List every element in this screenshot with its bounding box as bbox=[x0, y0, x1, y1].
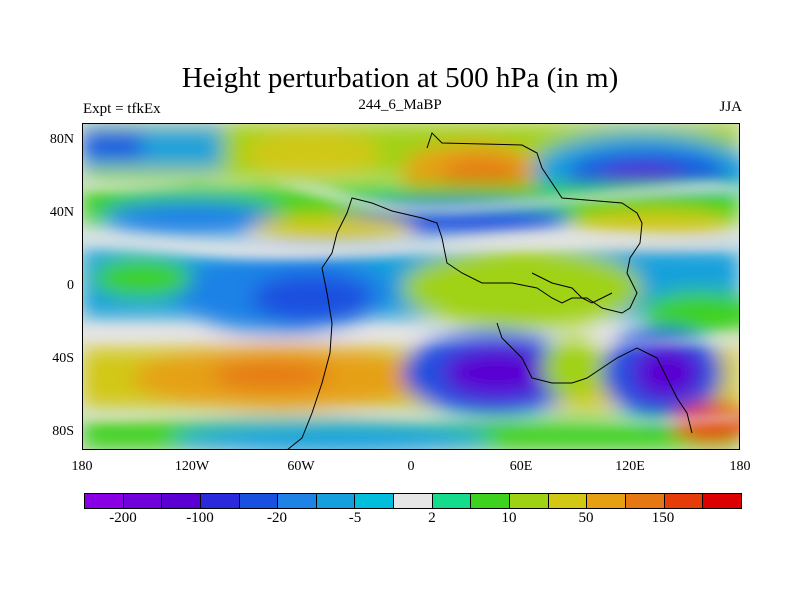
colorbar-swatch bbox=[432, 494, 472, 508]
x-tick-0: 0 bbox=[407, 459, 415, 474]
y-tick-80s: 80S bbox=[52, 424, 74, 439]
colorbar-label: -200 bbox=[109, 510, 137, 526]
y-tick-80n: 80N bbox=[49, 132, 74, 147]
colorbar-swatch bbox=[123, 494, 163, 508]
chart-title: Height perturbation at 500 hPa (in m) bbox=[181, 62, 619, 94]
x-tick-180-west: 180 bbox=[71, 459, 93, 474]
season-label: JJA bbox=[719, 99, 742, 115]
colorbar-swatch bbox=[316, 494, 356, 508]
colorbar-label: 150 bbox=[651, 510, 675, 526]
colorbar-label: 50 bbox=[578, 510, 594, 526]
y-tick-40s: 40S bbox=[52, 351, 74, 366]
case-label: 244_6_MaBP bbox=[358, 97, 442, 113]
topography-outline bbox=[286, 132, 693, 450]
colorbar-swatch bbox=[239, 494, 279, 508]
x-tick-60e: 60E bbox=[509, 459, 533, 474]
x-tick-60w: 60W bbox=[287, 459, 315, 474]
colorbar-label: 10 bbox=[501, 510, 517, 526]
colorbar-swatch bbox=[278, 494, 317, 508]
colorbar-swatch bbox=[664, 494, 704, 508]
colorbar-swatch bbox=[471, 494, 511, 508]
x-tick-180-east: 180 bbox=[729, 459, 751, 474]
colorbar-swatch bbox=[703, 494, 741, 508]
colorbar-label: -20 bbox=[267, 510, 287, 526]
colorbar-swatch bbox=[548, 494, 588, 508]
y-tick-equator: 0 bbox=[67, 278, 74, 293]
colorbar-swatch bbox=[587, 494, 626, 508]
colorbar bbox=[84, 493, 742, 509]
colorbar-swatch bbox=[162, 494, 201, 508]
colorbar-swatch bbox=[85, 494, 124, 508]
map-plot bbox=[82, 123, 740, 450]
colorbar-label: -5 bbox=[348, 510, 362, 526]
colorbar-swatch bbox=[394, 494, 433, 508]
colorbar-swatch bbox=[510, 494, 549, 508]
y-tick-40n: 40N bbox=[49, 205, 74, 220]
experiment-label: Expt = tfkEx bbox=[83, 101, 161, 117]
x-tick-120e: 120E bbox=[615, 459, 645, 474]
contour-field bbox=[82, 123, 740, 450]
colorbar-swatch bbox=[625, 494, 665, 508]
colorbar-swatch bbox=[200, 494, 240, 508]
colorbar-swatch bbox=[355, 494, 395, 508]
colorbar-label: -100 bbox=[186, 510, 214, 526]
x-tick-120w: 120W bbox=[174, 459, 210, 474]
colorbar-label: 2 bbox=[428, 510, 436, 526]
